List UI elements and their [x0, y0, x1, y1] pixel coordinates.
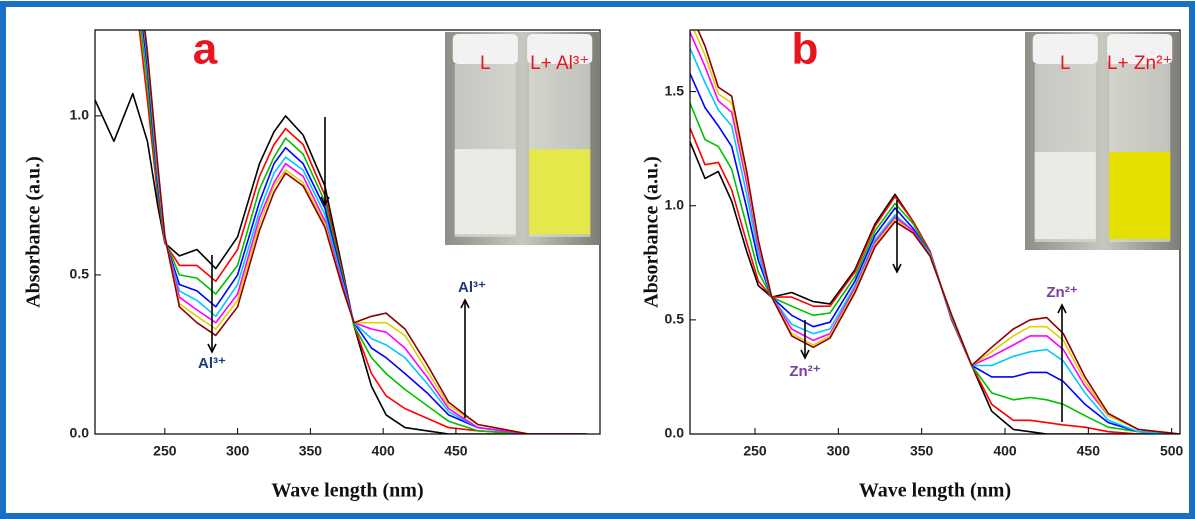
spectrum-line — [690, 31, 1180, 434]
vial-liquid — [1034, 151, 1096, 240]
spectrum-line — [690, 47, 1180, 434]
panel-label: b — [792, 25, 819, 74]
y-tick-label: 0.5 — [70, 266, 90, 282]
x-axis-label: Wave length (nm) — [271, 480, 423, 502]
arrow-head — [892, 263, 902, 274]
panel-label: a — [193, 25, 218, 74]
x-tick-label: 300 — [827, 443, 851, 459]
spectrum-line — [144, 30, 587, 434]
x-tick-label: 350 — [299, 443, 323, 459]
inset-label: L — [1060, 53, 1071, 74]
x-tick-label: 300 — [226, 443, 250, 459]
y-tick-label: 1.0 — [70, 107, 90, 123]
y-tick-label: 1.0 — [665, 196, 685, 212]
x-tick-label: 400 — [371, 443, 395, 459]
x-tick-label: 250 — [743, 443, 767, 459]
x-tick-label: 450 — [444, 443, 468, 459]
vial-cap — [1032, 34, 1098, 64]
vial-cap — [1107, 34, 1173, 64]
x-tick-label: 500 — [1160, 443, 1184, 459]
annotation: Al³⁺ — [458, 279, 486, 296]
inset-label: L+ Zn²⁺ — [1107, 53, 1172, 74]
spectrum-line — [697, 30, 1180, 434]
y-axis-label: Absorbance (a.u.) — [641, 156, 663, 308]
arrow-head — [320, 196, 330, 207]
spectrum-line — [690, 73, 1180, 434]
inset-label: L+ Al³⁺ — [530, 53, 589, 74]
arrow-head — [800, 349, 810, 360]
inset-label: L — [480, 53, 491, 74]
spectrum-line — [140, 30, 587, 434]
spectrum-line — [138, 30, 587, 434]
vial-cap — [452, 34, 518, 64]
vial-liquid — [454, 149, 516, 235]
y-tick-label: 1.5 — [665, 82, 685, 98]
arrow-head — [207, 343, 217, 354]
x-axis-label: Wave length (nm) — [859, 480, 1011, 502]
annotation: Al³⁺ — [198, 355, 226, 372]
vial-liquid — [1109, 151, 1171, 240]
arrow-head — [460, 298, 470, 309]
annotation: Zn²⁺ — [1046, 284, 1077, 301]
vial-liquid — [529, 149, 591, 235]
y-tick-label: 0.0 — [665, 425, 685, 441]
vial-cap — [527, 34, 593, 64]
x-tick-label: 350 — [910, 443, 934, 459]
spectrum-line — [690, 102, 1180, 434]
y-axis-label: Absorbance (a.u.) — [23, 156, 45, 308]
spectrum-line — [690, 127, 1180, 434]
arrow-head — [1057, 303, 1067, 314]
y-tick-label: 0.5 — [665, 311, 685, 327]
x-tick-label: 250 — [153, 443, 177, 459]
x-tick-label: 400 — [993, 443, 1017, 459]
spectrum-line — [95, 92, 587, 434]
x-tick-label: 450 — [1077, 443, 1101, 459]
annotation: Zn²⁺ — [789, 363, 820, 380]
y-tick-label: 0.0 — [70, 425, 90, 441]
